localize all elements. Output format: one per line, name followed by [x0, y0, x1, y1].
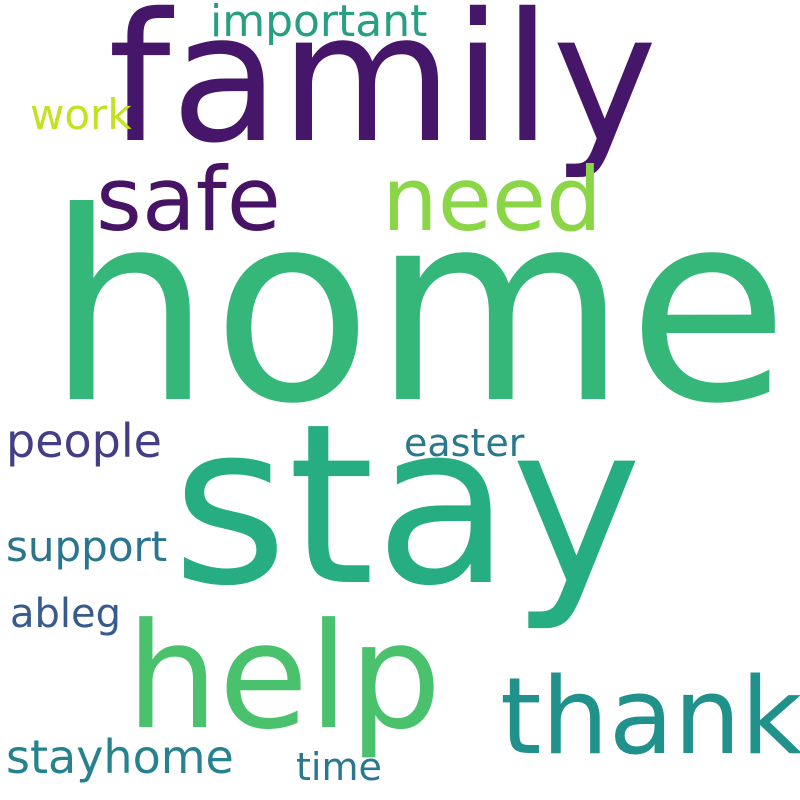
word-home: home — [46, 156, 789, 461]
word-people: people — [6, 414, 162, 468]
word-ableg: ableg — [10, 591, 122, 637]
word-work: work — [30, 90, 132, 139]
word-support: support — [6, 522, 168, 571]
word-help: help — [126, 592, 442, 762]
word-family: family — [108, 0, 658, 182]
word-stay: stay — [172, 377, 643, 635]
word-need: need — [382, 148, 602, 251]
word-safe: safe — [96, 148, 281, 251]
word-important: important — [210, 0, 428, 47]
word-time: time — [296, 745, 382, 789]
word-easter: easter — [404, 421, 525, 465]
word-stayhome: stayhome — [6, 730, 234, 784]
word-thank: thank — [500, 655, 800, 778]
